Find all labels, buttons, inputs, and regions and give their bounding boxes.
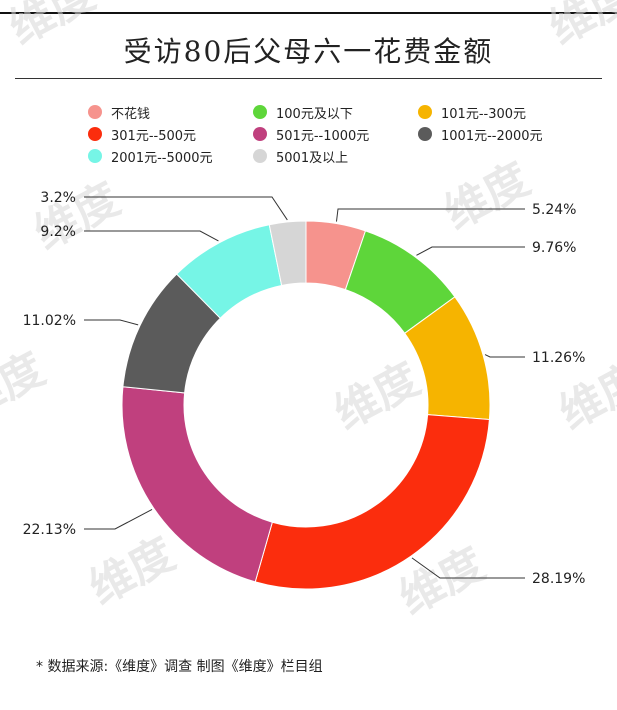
legend-label: 5001及以上 (276, 150, 349, 166)
data-label: 11.02% (23, 313, 76, 329)
legend: 不花钱 100元及以下 101元--300元 301元--500元 501元--… (88, 104, 568, 166)
source-note: * 数据来源:《维度》调查 制图《维度》栏目组 (36, 659, 323, 675)
legend-label: 不花钱 (111, 106, 151, 122)
leader-line (484, 354, 525, 358)
legend-item-301-500: 301元--500元 (88, 126, 253, 144)
watermark-text: 维度 (0, 343, 53, 429)
legend-label: 501元--1000元 (276, 128, 370, 144)
leader-line (416, 246, 525, 256)
leader-lines (84, 196, 525, 579)
data-labels: 5.24% 9.76% 11.26% 28.19% 22.13% 11.02% 9.2% 3.… (23, 190, 586, 587)
legend-item-1001-2000: 1001元--2000元 (418, 126, 568, 144)
data-label: 3.2% (40, 190, 76, 206)
legend-swatch (253, 127, 267, 141)
legend-item-no-spend: 不花钱 (88, 104, 253, 122)
leader-line (335, 208, 525, 222)
data-label: 22.13% (23, 522, 76, 538)
watermark-text: 维度 (1, 0, 103, 55)
legend-item-5001-above: 5001及以上 (253, 148, 418, 166)
watermark-text: 维度 (26, 173, 128, 259)
legend-label: 1001元--2000元 (441, 128, 543, 144)
watermark-text: 维度 (326, 353, 428, 439)
data-label: 5.24% (532, 202, 576, 218)
data-label: 9.76% (532, 240, 576, 256)
legend-swatch (253, 105, 267, 119)
chart-title: 受访80后父母六一花费金额 (123, 35, 494, 68)
donut-slice (268, 220, 307, 287)
legend-label: 101元--300元 (441, 106, 527, 122)
legend-swatch (88, 105, 102, 119)
leader-line (84, 508, 153, 530)
legend-swatch (418, 127, 432, 141)
leader-line (84, 196, 288, 221)
legend-swatch (253, 149, 267, 163)
donut-slice (254, 414, 490, 590)
legend-label: 100元及以下 (276, 106, 353, 122)
data-label: 9.2% (40, 224, 76, 240)
legend-swatch (418, 105, 432, 119)
watermark-text: 维度 (436, 153, 538, 239)
watermark-text: 维度 (81, 528, 183, 614)
data-label: 11.26% (532, 350, 585, 366)
watermark-text: 维度 (551, 353, 617, 439)
legend-label: 2001元--5000元 (111, 150, 213, 166)
legend-label: 301元--500元 (111, 128, 197, 144)
title-rule (15, 78, 602, 79)
leader-line (84, 319, 139, 326)
legend-item-100-below: 100元及以下 (253, 104, 418, 122)
donut-slices (121, 220, 491, 590)
data-label: 28.19% (532, 571, 585, 587)
legend-item-501-1000: 501元--1000元 (253, 126, 418, 144)
legend-item-2001-5000: 2001元--5000元 (88, 148, 253, 166)
leader-line (84, 230, 219, 242)
watermark-text: 维度 (541, 0, 617, 55)
top-rule (0, 12, 617, 14)
legend-swatch (88, 149, 102, 163)
legend-swatch (88, 127, 102, 141)
leader-line (411, 557, 525, 579)
legend-item-101-300: 101元--300元 (418, 104, 568, 122)
